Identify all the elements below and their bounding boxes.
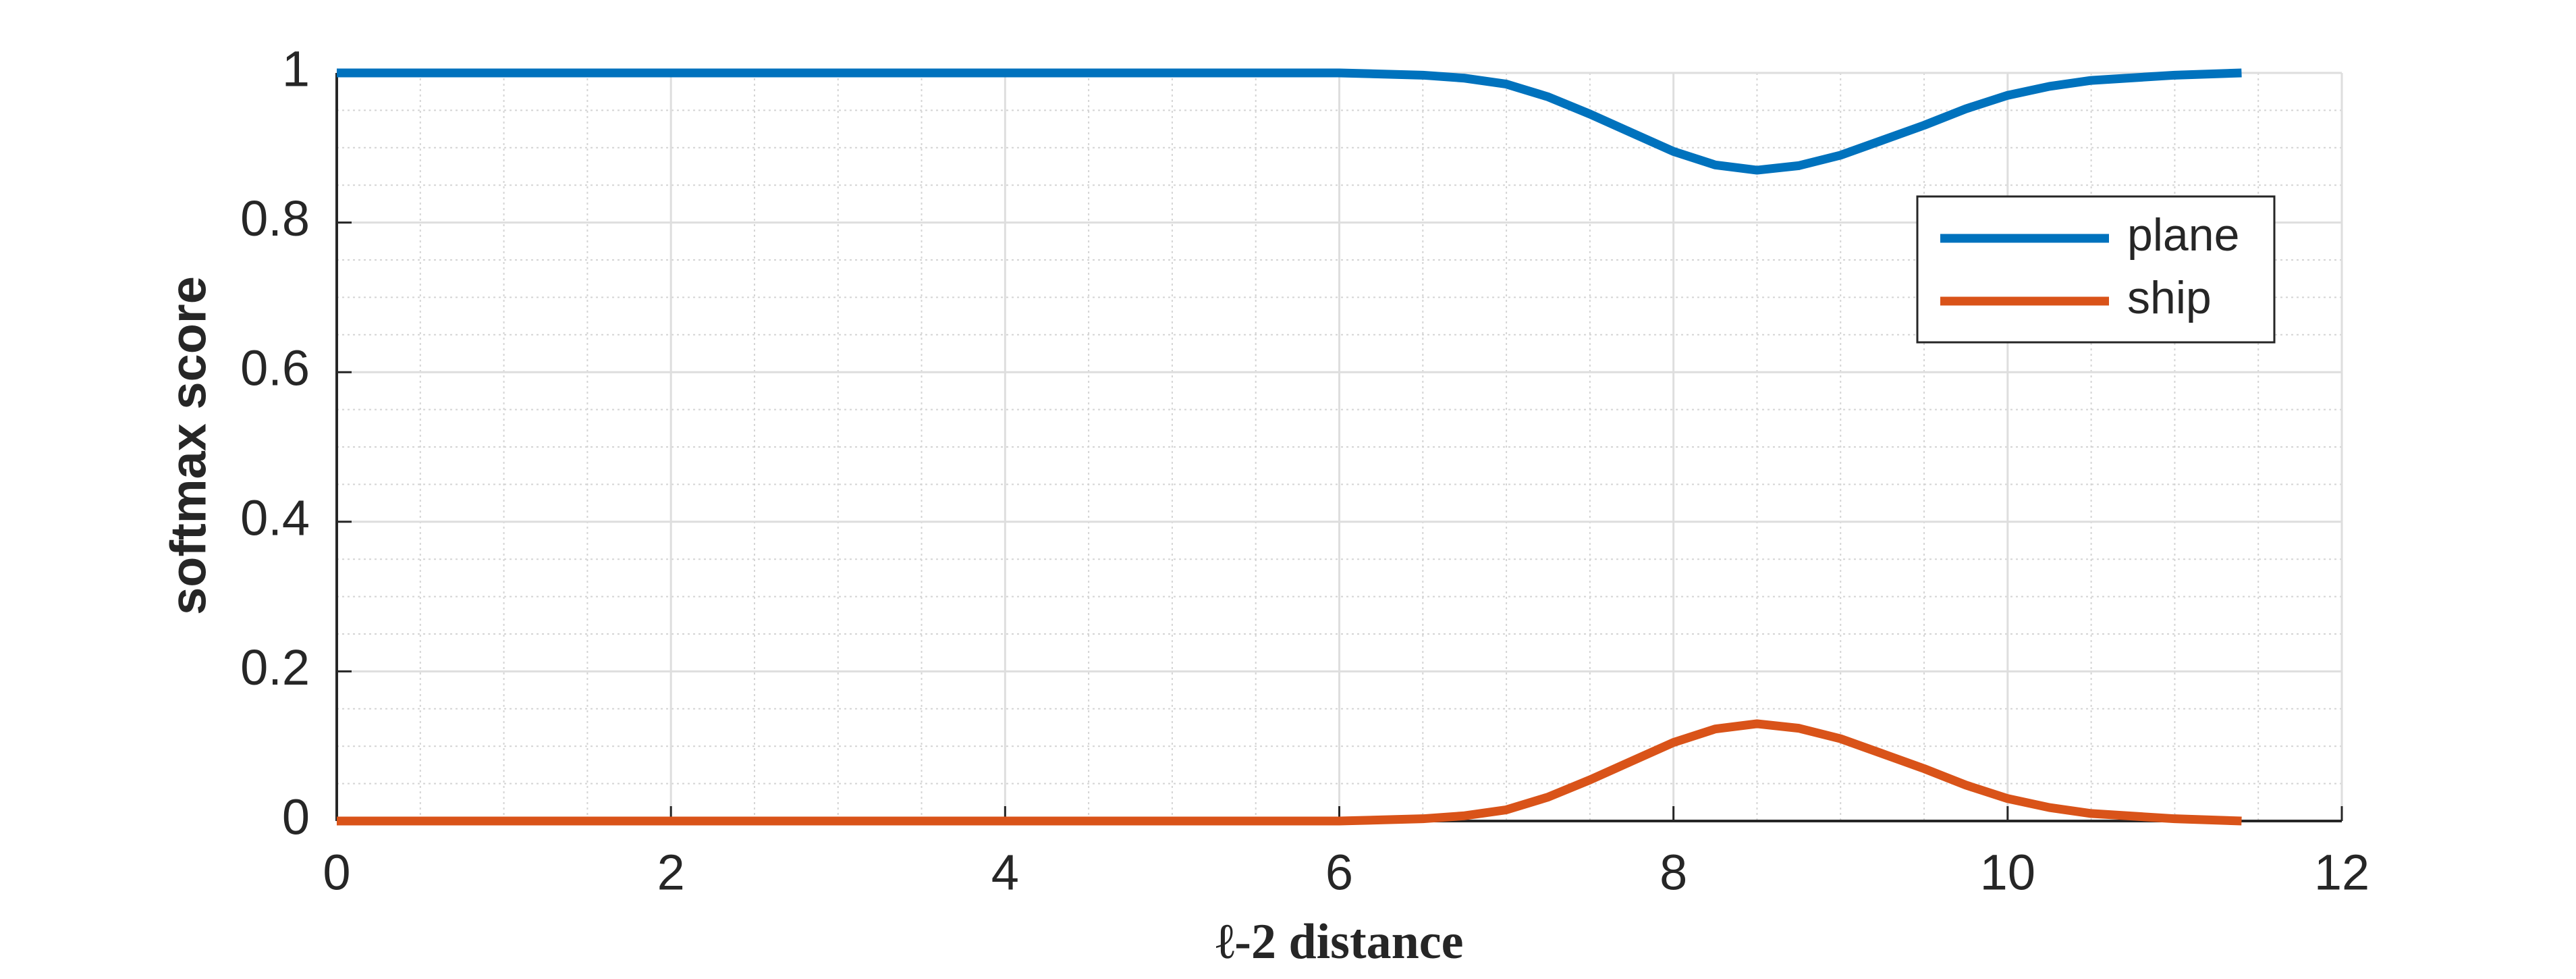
y-tick-label: 1 xyxy=(282,41,310,97)
legend-box xyxy=(1916,195,2276,344)
series-line xyxy=(337,719,2242,826)
y-tick-label: 0.2 xyxy=(240,639,310,695)
y-tick-label: 0.4 xyxy=(240,490,310,546)
x-tick-label: 4 xyxy=(991,845,1019,901)
legend-label: ship xyxy=(2127,272,2212,323)
x-tick-label: 2 xyxy=(657,845,685,901)
legend-label: plane xyxy=(2127,209,2239,261)
y-tick-label: 0.6 xyxy=(240,340,310,396)
x-tick-label: 6 xyxy=(1325,845,1353,901)
x-tick-label: 8 xyxy=(1660,845,1687,901)
series-line xyxy=(337,68,2242,175)
y-tick-label: 0.8 xyxy=(240,190,310,246)
x-tick-label: 10 xyxy=(1980,845,2035,901)
y-tick-label: 0 xyxy=(282,789,310,845)
x-axis-label: ℓ-2 distance xyxy=(1216,914,1464,970)
x-tick-label: 12 xyxy=(2314,845,2369,901)
x-tick-label: 0 xyxy=(323,845,350,901)
y-axis-label: softmax score xyxy=(161,276,217,615)
